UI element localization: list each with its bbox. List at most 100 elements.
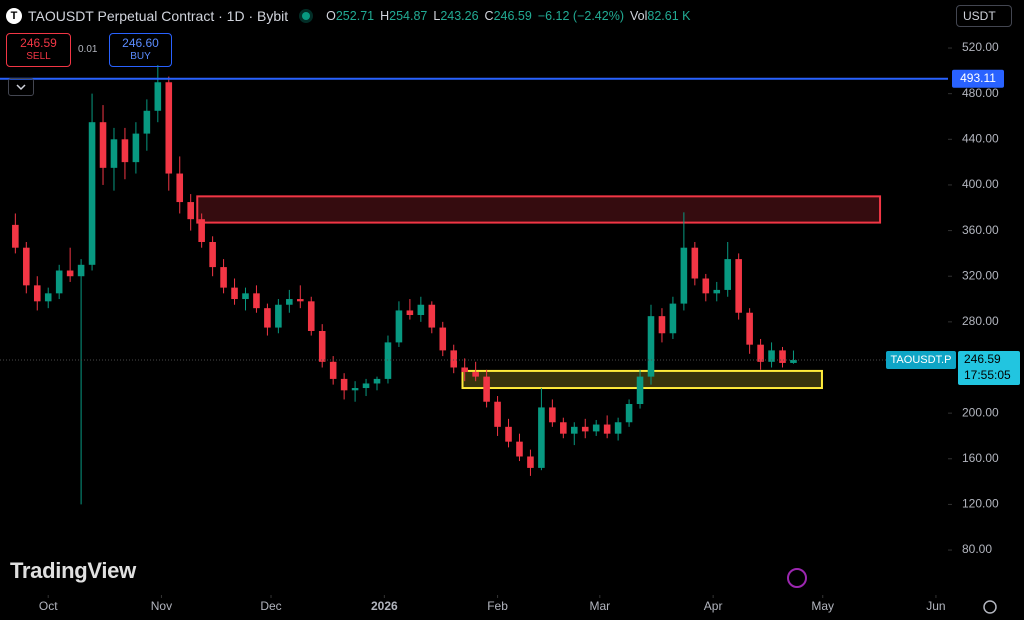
candle-body [516,441,523,457]
candle-body [560,422,567,434]
candle-body [549,407,556,423]
candle-body [570,426,578,434]
zone [196,195,882,224]
currency-button[interactable]: USDT [956,5,1012,27]
candle-body [790,359,797,363]
candle-body [669,303,677,334]
y-tick-label: 400.00 [962,177,999,191]
candle-body [329,361,337,379]
y-tick-label: 200.00 [962,405,999,419]
candle-body [373,378,381,384]
x-tick-label: May [811,599,834,613]
candle-body [713,289,721,294]
candle-body [592,424,600,432]
candle-body [286,299,293,305]
buy-button[interactable]: 246.60 BUY [109,33,172,67]
time-axis [0,595,1024,620]
y-tick-label: 520.00 [962,40,999,54]
candle-body [176,173,184,203]
candle-body [647,316,655,377]
candle-body [483,376,490,402]
candle-body [77,264,85,277]
candle-body [658,316,666,334]
candle-body [494,401,501,427]
candle-body [154,82,162,111]
x-tick-label: Mar [589,599,610,613]
candle-body [472,372,479,377]
hline-label: 493.11 [960,71,996,85]
candle-body [220,267,227,288]
chevron [16,84,26,91]
y-tick-label: 320.00 [962,268,999,282]
price-tag: 246.59 [964,352,1001,366]
candle-body [395,310,403,343]
candle-body [614,422,622,434]
x-tick-label: Feb [487,599,508,613]
symbol-title[interactable]: TAOUSDT Perpetual Contract · 1D · Bybit [28,8,289,24]
candle-body [198,219,205,242]
currency: USDT [963,9,996,23]
candle-body [636,376,644,405]
x-tick-label: Dec [260,599,281,613]
candle-body [121,139,129,163]
candle-body [625,404,633,423]
x-tick-label: Nov [151,599,172,613]
candle-body [702,278,710,294]
ohlc-key: H [380,9,390,23]
candle-body [318,330,326,362]
hline-label-bg [952,69,1004,88]
buy-price: 246.60 [122,36,159,50]
candle-body [581,426,589,432]
candle-body [538,407,545,468]
x-tick-label: 2026 [371,599,398,613]
candle-body [143,110,151,134]
candle-body [735,259,742,313]
volume: 82.61 K [647,9,691,23]
y-tick-label: 440.00 [962,131,999,145]
x-tick-label: Oct [39,599,58,613]
price-axis [948,0,1024,620]
candle-body [505,426,512,442]
candle-body [307,301,315,331]
alert-icon [787,568,807,588]
ohlc-key: C [484,9,494,23]
settings-icon [983,600,997,614]
ohlc-value: 254.87 [389,9,428,23]
ohlc-key: L [433,9,441,23]
candle-body [12,224,19,248]
y-tick-label: 80.00 [962,542,992,556]
candle-body [23,247,30,286]
volume-key: Vol [629,9,648,23]
y-tick-label: 280.00 [962,314,999,328]
candle-body [33,285,41,302]
candle-body [187,202,194,220]
candle-body [450,350,458,368]
candle-body [461,367,468,373]
candle-body [44,293,52,302]
candle-body [406,310,414,316]
ohlc-value: 246.59 [493,9,532,23]
collapse-button[interactable] [8,78,34,96]
candle-body [275,304,282,328]
y-tick-label: 480.00 [962,86,999,100]
candle-body [132,133,140,163]
candle-body [231,287,238,300]
symbol-tag: TAOUSDT.P [891,354,952,366]
candle-body [680,247,688,304]
ohlc-value: 243.26 [440,9,479,23]
candle-body [297,299,304,302]
candle-body [351,388,359,391]
market-status [302,12,311,20]
candle-body [99,122,107,168]
x-tick-label: Jun [926,599,945,613]
sell-button[interactable]: 246.59 SELL [6,33,71,67]
countdown: 17:55:05 [964,368,1011,382]
y-tick-label: 160.00 [962,451,999,465]
candle-body [428,304,436,328]
candle-body [165,82,173,174]
candle-body [362,383,370,389]
y-tick-label: 120.00 [962,497,999,511]
candle-body [264,308,271,328]
